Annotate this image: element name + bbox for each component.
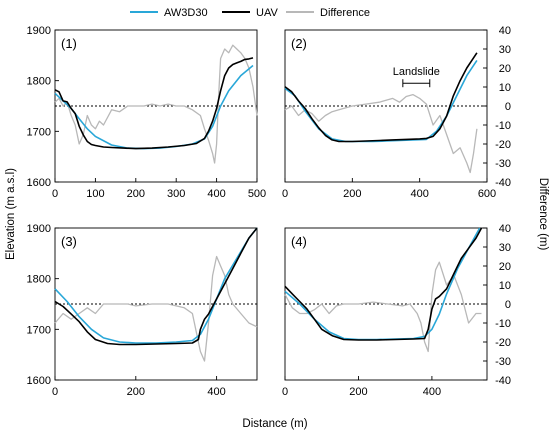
y-right-tick-label: -30 — [495, 158, 511, 170]
x-tick-label: 400 — [207, 386, 225, 398]
y-left-tick-label: 1800 — [27, 76, 51, 88]
x-tick-label: 400 — [423, 386, 441, 398]
x-tick-label: 0 — [52, 188, 58, 200]
y-left-tick-label: 1900 — [27, 223, 51, 235]
panel-2: 0 200 400 600-40 -30 -20 -10 0 10 20 30 40 (2) Landsl… — [282, 25, 511, 200]
y-right-tick-label: 30 — [499, 44, 511, 56]
x-tick-label: 400 — [410, 188, 428, 200]
y-left-tick-label: 1800 — [27, 274, 51, 286]
y-right-tick-label: -10 — [495, 120, 511, 132]
y-right-tick-label: -20 — [495, 139, 511, 151]
x-tick-label: 200 — [349, 386, 367, 398]
series-line-difference — [54, 44, 258, 164]
y-right-tick-label: 0 — [505, 299, 511, 311]
y-left-tick-label: 1700 — [27, 126, 51, 138]
legend-label-aw3d30: AW3D30 — [164, 7, 208, 19]
y-right-tick-label: 10 — [499, 82, 511, 94]
y-right-tick-label: 20 — [499, 63, 511, 75]
panel-label: (3) — [61, 234, 77, 249]
x-tick-label: 200 — [127, 386, 145, 398]
panel-3: 0 200 400 1600 1700 1800 1900 (3) — [27, 223, 258, 398]
x-tick-label: 400 — [207, 188, 225, 200]
x-tick-label: 0 — [52, 386, 58, 398]
y-right-tick-label: 10 — [499, 280, 511, 292]
y-right-tick-label: -20 — [495, 337, 511, 349]
y-right-tick-label: 20 — [499, 261, 511, 273]
y-right-tick-label: -40 — [495, 177, 511, 189]
legend-label-difference: Difference — [320, 7, 370, 19]
y-right-tick-label: -10 — [495, 318, 511, 330]
y-right-tick-label: 30 — [499, 242, 511, 254]
right-axis-label: Difference (m) — [537, 178, 549, 251]
y-right-tick-label: -30 — [495, 356, 511, 368]
y-left-tick-label: 1600 — [27, 375, 51, 387]
x-tick-label: 200 — [343, 188, 361, 200]
x-tick-label: 0 — [282, 188, 288, 200]
x-tick-label: 0 — [282, 386, 288, 398]
series-line-aw3d30 — [284, 59, 478, 143]
bottom-axis-label: Distance (m) — [242, 418, 307, 430]
series-line-difference — [284, 93, 478, 174]
y-right-tick-label: 40 — [499, 223, 511, 235]
legend: AW3D30 UAV Difference — [130, 7, 370, 19]
x-tick-label: 500 — [248, 188, 266, 200]
x-tick-label: 200 — [127, 188, 145, 200]
x-tick-label: 600 — [478, 188, 496, 200]
y-right-tick-label: 0 — [505, 101, 511, 113]
series-line-uav — [284, 227, 483, 341]
landslide-label: Landslide — [393, 66, 440, 78]
y-right-tick-label: 40 — [499, 25, 511, 37]
series-line-difference — [54, 255, 258, 362]
left-axis-label: Elevation (m a.s.l) — [5, 168, 17, 260]
panel-label: (4) — [291, 234, 307, 249]
panel-1: 0 100 200 300 400 500 1600 1700 1800 1900 (1) — [27, 25, 267, 200]
series-line-uav — [284, 52, 478, 143]
series-line-uav — [54, 57, 254, 150]
legend-label-uav: UAV — [256, 7, 278, 19]
y-left-tick-label: 1900 — [27, 25, 51, 37]
series-line-uav — [54, 227, 258, 346]
y-left-tick-label: 1700 — [27, 324, 51, 336]
x-tick-label: 100 — [86, 188, 104, 200]
series-line-difference — [284, 261, 482, 353]
panel-label: (1) — [61, 36, 77, 51]
panel-label: (2) — [291, 36, 307, 51]
y-right-tick-label: -40 — [495, 375, 511, 387]
panel-4: 0 200 400 -40 -30 -20 -10 0 10 20 30 40 (4) — [282, 223, 511, 398]
y-left-tick-label: 1600 — [27, 177, 51, 189]
x-tick-label: 300 — [167, 188, 185, 200]
series-line-aw3d30 — [54, 227, 258, 344]
series-line-aw3d30 — [284, 227, 481, 341]
